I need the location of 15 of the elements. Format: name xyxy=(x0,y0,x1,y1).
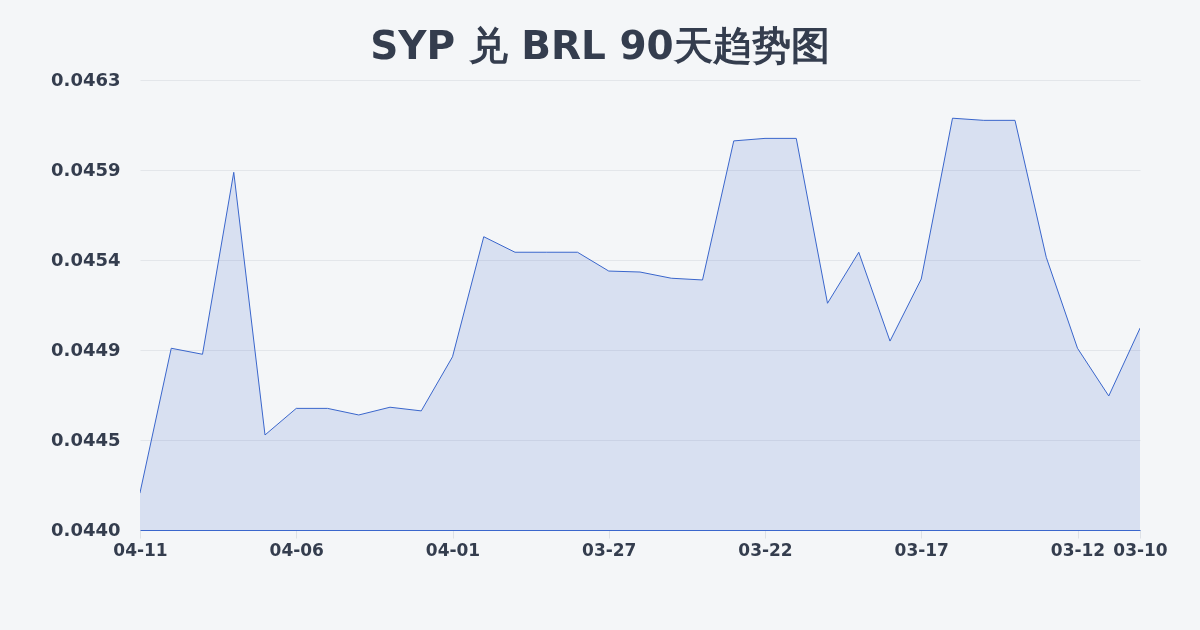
y-tick-label: 0.0459 xyxy=(51,158,121,180)
x-tick-label: 03-17 xyxy=(894,539,949,560)
y-tick-label: 0.0445 xyxy=(51,428,121,450)
x-tick-label: 03-12 xyxy=(1050,539,1106,560)
x-tick-label: 03-27 xyxy=(582,539,637,560)
chart-title: SYP 兑 BRL 90天趋势图 xyxy=(370,23,830,68)
x-tick-label: 03-22 xyxy=(738,539,793,560)
y-tick-label: 0.0440 xyxy=(51,518,121,540)
y-tick-label: 0.0454 xyxy=(51,248,121,270)
x-tick-label: 04-06 xyxy=(269,539,324,560)
x-tick-label: 03-10 xyxy=(1113,539,1168,560)
y-tick-label: 0.0449 xyxy=(51,338,121,360)
x-tick-label: 04-01 xyxy=(425,539,481,560)
y-tick-label: 0.0463 xyxy=(51,68,121,90)
x-tick-label: 04-11 xyxy=(113,539,168,560)
